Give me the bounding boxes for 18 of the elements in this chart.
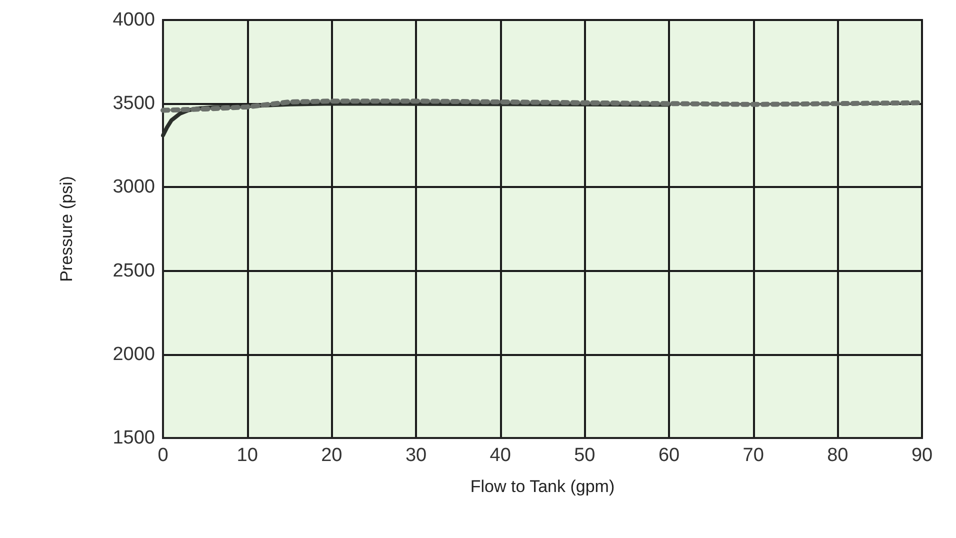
y-axis-title: Pressure (psi) <box>57 176 76 282</box>
x-tick-label: 70 <box>742 445 764 466</box>
y-tick-label: 1500 <box>112 428 155 448</box>
x-tick-label: 60 <box>658 445 680 466</box>
y-tick-label: 2500 <box>112 260 155 282</box>
x-tick-label: 0 <box>158 445 168 466</box>
y-tick-label: 3000 <box>112 176 155 198</box>
y-tick-label: 4000 <box>112 10 155 30</box>
x-tick-label: 20 <box>321 445 342 466</box>
x-tick-label: 10 <box>236 445 258 466</box>
y-tick-label: 2000 <box>112 344 155 365</box>
x-tick-label: 40 <box>490 445 511 466</box>
x-axis-title: Flow to Tank (gpm) <box>470 477 615 496</box>
x-tick-label: 90 <box>911 445 933 466</box>
y-tick-label: 3500 <box>112 93 155 114</box>
x-tick-label: 50 <box>574 445 596 466</box>
x-tick-label: 80 <box>827 445 848 466</box>
x-tick-label: 30 <box>405 445 427 466</box>
